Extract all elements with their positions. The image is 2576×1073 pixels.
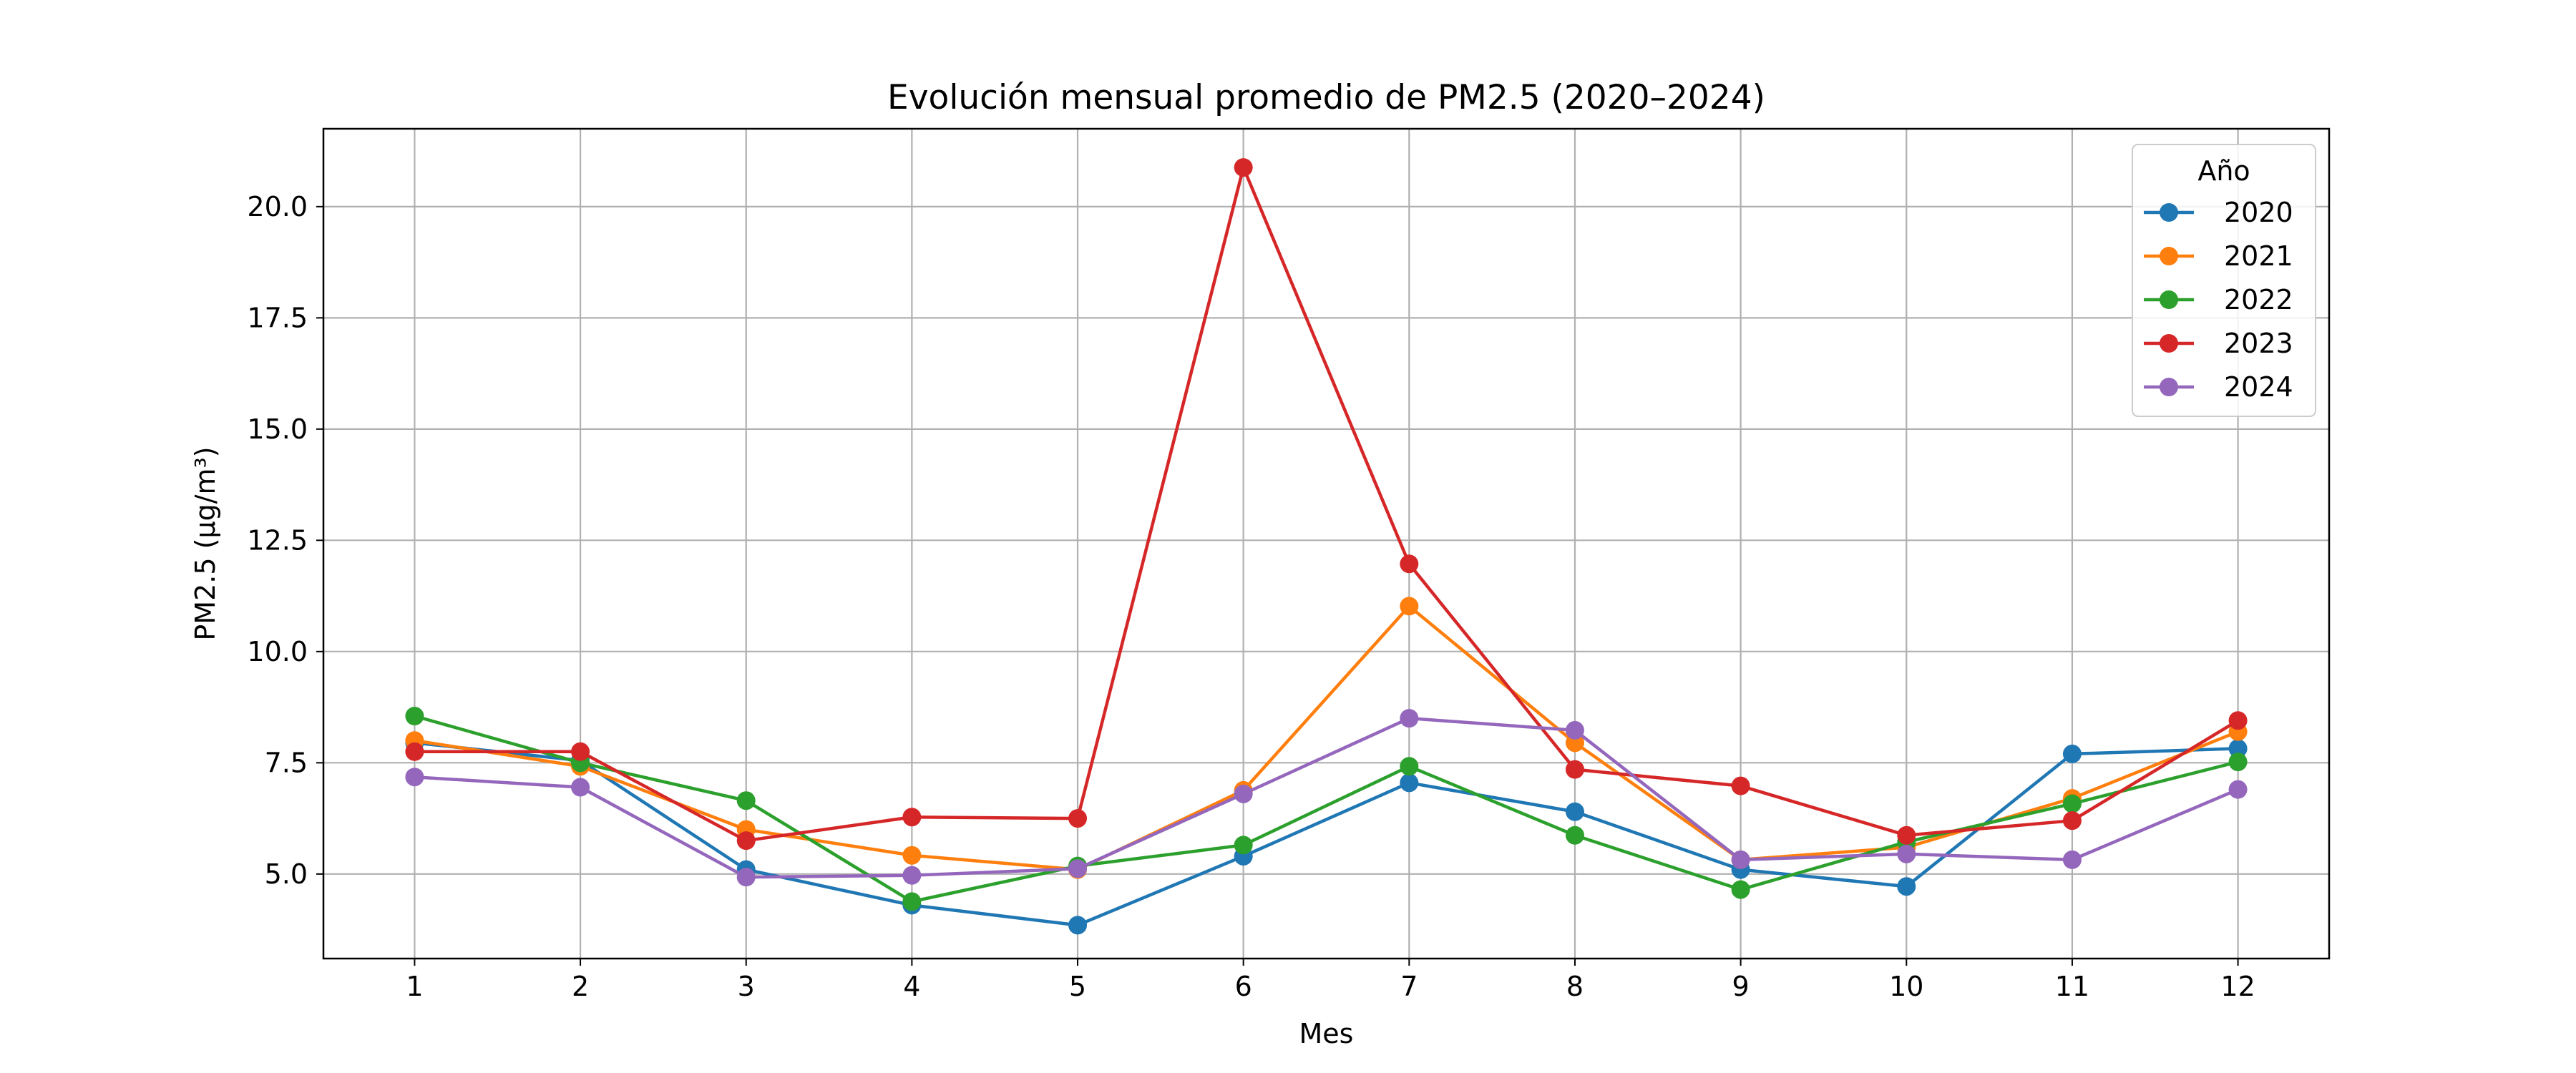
series-line <box>414 604 2239 871</box>
x-tick-label: 2 <box>572 971 589 1002</box>
data-point <box>1068 809 1088 828</box>
legend-swatch-marker <box>2160 247 2178 265</box>
series-line <box>414 165 2239 843</box>
x-tick-label: 7 <box>1400 971 1418 1002</box>
series-2022 <box>405 707 2248 911</box>
data-point <box>2228 711 2248 730</box>
x-tick-label: 9 <box>1732 971 1750 1002</box>
data-point <box>902 866 922 885</box>
legend-item-2024: 2024 <box>2144 371 2293 403</box>
legend-swatch-marker <box>2160 334 2178 353</box>
chart-title: Evolución mensual promedio de PM2.5 (202… <box>887 78 1765 117</box>
legend-swatch-marker <box>2160 290 2178 309</box>
series-line <box>414 741 2238 927</box>
data-point <box>1234 784 1253 803</box>
data-point <box>736 831 756 851</box>
data-point <box>902 892 922 911</box>
y-tick-label: 15.0 <box>247 413 308 445</box>
x-tick-label: 3 <box>738 971 755 1002</box>
x-tick-label: 6 <box>1235 971 1252 1002</box>
x-tick-label: 5 <box>1069 971 1086 1002</box>
data-point <box>736 868 756 887</box>
series-layer <box>405 158 2248 935</box>
legend-label: 2021 <box>2224 240 2293 272</box>
x-axis-label: Mes <box>1299 1018 1354 1049</box>
series-2024 <box>405 709 2248 887</box>
legend-label: 2023 <box>2224 328 2293 359</box>
legend-title: Año <box>2197 155 2250 187</box>
y-tick-label: 20.0 <box>247 191 308 222</box>
data-point <box>902 846 922 865</box>
y-tick-label: 5.0 <box>265 858 308 890</box>
x-tick-label: 4 <box>903 971 920 1002</box>
legend-label: 2020 <box>2224 197 2293 228</box>
legend-label: 2024 <box>2224 371 2293 403</box>
series-2023 <box>405 158 2248 851</box>
y-tick-label: 12.5 <box>247 524 308 556</box>
x-tick-label: 8 <box>1566 971 1584 1002</box>
legend-item-2021: 2021 <box>2144 240 2293 272</box>
grid-lines <box>323 129 2329 959</box>
legend-item-2023: 2023 <box>2144 328 2293 359</box>
data-point <box>1731 880 1750 899</box>
data-point <box>571 742 590 761</box>
data-point <box>1068 859 1088 878</box>
data-point <box>1897 825 1916 845</box>
data-point <box>1565 760 1584 779</box>
series-line <box>414 714 2239 903</box>
y-tick-label: 7.5 <box>265 747 308 778</box>
series-line <box>414 716 2239 879</box>
data-point <box>1400 757 1419 776</box>
data-point <box>1400 597 1419 616</box>
x-tick-label: 10 <box>1889 971 1923 1002</box>
legend: Año 2020 2021 2022 2023 2024 <box>2132 144 2316 417</box>
axis-ticks: 1 2 3 4 5 6 7 8 9 10 11 125.07.510.012.515.017.520.… <box>247 191 2255 1002</box>
data-point <box>1731 776 1750 795</box>
x-tick-label: 11 <box>2055 971 2089 1002</box>
legend-swatch-marker <box>2160 378 2178 396</box>
data-point <box>1565 802 1584 821</box>
data-point <box>1068 916 1088 935</box>
data-point <box>1565 720 1584 740</box>
data-point <box>571 778 590 797</box>
data-point <box>1897 877 1916 896</box>
data-point <box>1400 709 1419 728</box>
data-point <box>2062 850 2082 869</box>
data-point <box>736 791 756 810</box>
data-point <box>405 707 424 726</box>
data-point <box>1400 773 1419 793</box>
data-point <box>902 808 922 827</box>
legend-swatch-marker <box>2160 203 2178 222</box>
data-point <box>1897 844 1916 863</box>
legend-item-2020: 2020 <box>2144 197 2293 228</box>
y-tick-label: 17.5 <box>247 302 308 333</box>
x-tick-label: 12 <box>2220 971 2255 1002</box>
data-point <box>2062 744 2082 763</box>
data-point <box>1234 158 1253 177</box>
data-point <box>2062 811 2082 831</box>
data-point <box>2228 780 2248 799</box>
plot-frame <box>322 127 2331 960</box>
series-2020 <box>405 733 2248 935</box>
data-point <box>1234 836 1253 855</box>
data-point <box>405 742 424 761</box>
data-point <box>2062 794 2082 813</box>
data-point <box>1400 554 1419 574</box>
data-point <box>405 768 424 787</box>
data-point <box>2228 753 2248 772</box>
data-point <box>2228 739 2248 758</box>
x-tick-label: 1 <box>406 971 423 1002</box>
y-tick-label: 10.0 <box>247 636 308 667</box>
y-axis-label: PM2.5 (µg/m³) <box>190 446 221 640</box>
data-point <box>1731 850 1750 869</box>
legend-label: 2022 <box>2224 284 2293 315</box>
data-point <box>1565 825 1584 845</box>
legend-item-2022: 2022 <box>2144 284 2293 315</box>
